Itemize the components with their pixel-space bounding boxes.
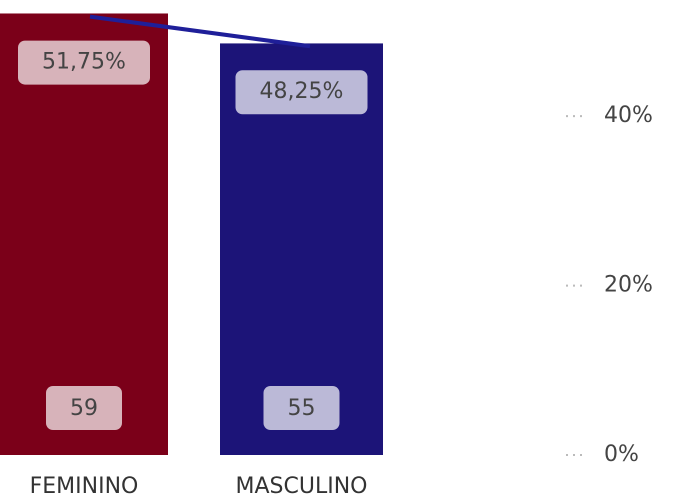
- data-label: 55: [288, 396, 316, 421]
- data-label: 51,75%: [42, 50, 126, 75]
- x-tick-label: MASCULINO: [236, 474, 368, 499]
- data-label: 48,25%: [260, 79, 344, 104]
- data-label: 59: [70, 396, 98, 421]
- y2-tick-label: 20%: [604, 273, 653, 298]
- bar: [0, 13, 168, 455]
- line: [89, 14, 311, 49]
- y2-tick-label: 40%: [604, 103, 653, 128]
- label-box: [46, 386, 122, 430]
- y2-tick-label: 0%: [604, 442, 639, 467]
- label-box: [263, 386, 340, 430]
- label-box: [18, 40, 150, 85]
- x-tick-label: FEMININO: [30, 474, 139, 499]
- label-box: [235, 70, 368, 115]
